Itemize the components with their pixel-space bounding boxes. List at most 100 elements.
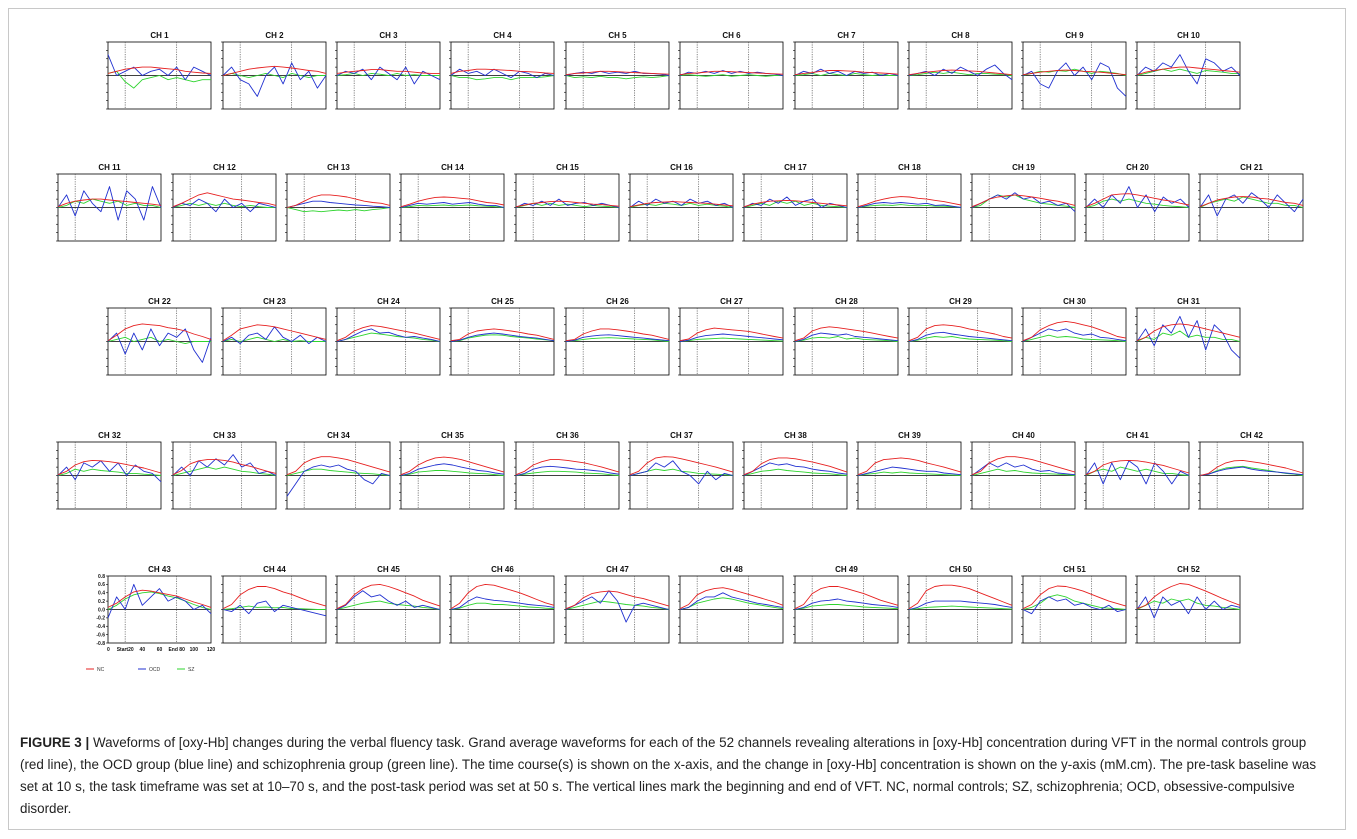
series-line-sz <box>336 332 441 342</box>
series-line-nc <box>794 326 899 342</box>
channel-panel: CH 14 <box>399 163 505 242</box>
series-line-ocd <box>222 600 327 617</box>
series-line-nc <box>679 587 784 610</box>
channel-panel: CH 13 <box>285 163 391 242</box>
series-line-sz <box>286 207 391 213</box>
series-line-sz <box>450 334 555 342</box>
series-line-nc <box>565 328 670 342</box>
series-line-nc <box>679 327 784 342</box>
series-line-sz <box>222 72 326 79</box>
series-line-nc <box>908 584 1013 610</box>
series-line-sz <box>400 470 505 476</box>
channel-title: CH 3 <box>379 31 398 40</box>
channel-panel: CH 20 <box>1084 163 1190 242</box>
series-line-nc <box>743 199 848 208</box>
channel-panel: CH 38 <box>742 431 848 510</box>
channel-panel: CH 35 <box>399 431 505 510</box>
channel-title: CH 35 <box>441 431 464 440</box>
series-line-nc <box>222 586 327 610</box>
channel-title: CH 40 <box>1012 431 1035 440</box>
channel-title: CH 29 <box>949 297 972 306</box>
series-line-nc <box>1022 69 1127 76</box>
channel-title: CH 6 <box>722 31 741 40</box>
series-line-nc <box>857 457 962 476</box>
series-line-sz <box>107 70 211 89</box>
channel-title: CH 44 <box>263 565 286 574</box>
series-line-nc <box>450 68 555 74</box>
legend-label-sz: SZ <box>188 667 194 673</box>
series-line-ocd <box>286 200 391 208</box>
channel-panel: CH 5 <box>564 31 670 110</box>
series-line-sz <box>450 602 555 610</box>
series-line-ocd <box>336 328 441 342</box>
series-line-ocd <box>107 328 212 363</box>
series-line-nc <box>565 70 670 76</box>
waveform-panels-figure: CH 1 CH 2 CH 3 CH 4 CH 5 CH 6 CH 7 CH 8 CH 9 CH 1… <box>56 31 1304 673</box>
channel-panel: CH 19 <box>970 163 1076 242</box>
series-line-ocd <box>57 460 162 483</box>
channel-panel: CH 11 <box>56 163 162 242</box>
series-line-sz <box>679 597 784 610</box>
series-line-nc <box>794 586 899 610</box>
y-tick-label: -0.8 <box>96 641 105 647</box>
y-tick-label: -0.6 <box>96 632 105 638</box>
y-tick-label: -0.4 <box>96 624 105 630</box>
y-tick-label: 0.4 <box>98 591 105 597</box>
y-tick-label: 0.6 <box>98 582 105 588</box>
series-line-ocd <box>222 62 327 97</box>
channel-panel: CH 40 <box>970 431 1076 510</box>
series-line-nc <box>222 324 327 342</box>
caption-label: FIGURE 3 | <box>20 735 90 750</box>
series-line-ocd <box>908 64 1013 81</box>
channel-title: CH 48 <box>720 565 743 574</box>
series-line-sz <box>222 336 326 342</box>
channel-title: CH 45 <box>377 565 400 574</box>
channel-panel: CH 49 <box>793 565 899 644</box>
series-line-nc <box>515 459 620 476</box>
series-line-nc <box>400 456 505 476</box>
channel-panel: CH 34 <box>285 431 391 510</box>
channel-title: CH 28 <box>835 297 858 306</box>
channel-panel: CH 42 <box>1198 431 1304 510</box>
series-line-sz <box>794 604 899 610</box>
series-line-nc <box>172 192 277 208</box>
series-line-nc <box>971 456 1076 476</box>
series-line-nc <box>1085 193 1190 208</box>
series-line-sz <box>1085 198 1190 208</box>
channel-title: CH 2 <box>265 31 284 40</box>
channel-panel: CH 1 <box>106 31 212 110</box>
series-line-nc <box>908 324 1013 342</box>
series-line-sz <box>336 600 441 610</box>
series-line-ocd <box>336 66 441 85</box>
channel-title: CH 17 <box>784 163 807 172</box>
series-line-nc <box>450 328 555 342</box>
series-line-nc <box>1022 320 1127 342</box>
series-line-nc <box>629 201 734 208</box>
series-line-ocd <box>1136 54 1241 85</box>
series-line-sz <box>565 600 670 610</box>
series-line-nc <box>908 69 1013 76</box>
series-line-sz <box>794 336 899 342</box>
series-line-ocd <box>743 462 848 476</box>
channel-title: CH 20 <box>1126 163 1149 172</box>
channel-panel: CH 2 <box>221 31 327 110</box>
y-tick-label: 0.2 <box>98 599 105 605</box>
series-line-nc <box>1136 66 1241 76</box>
series-line-ocd <box>679 333 784 342</box>
channel-panel: CH 6 <box>678 31 784 110</box>
channel-panel: CH 27 <box>678 297 784 376</box>
series-line-sz <box>107 591 212 610</box>
series-line-ocd <box>1199 466 1304 476</box>
series-line-ocd <box>400 463 505 476</box>
series-line-ocd <box>286 464 391 497</box>
channel-panel: CH 28 <box>793 297 899 376</box>
channel-title: CH 12 <box>213 163 236 172</box>
series-line-ocd <box>1022 328 1127 342</box>
series-line-nc <box>107 66 212 74</box>
series-line-ocd <box>629 198 734 208</box>
channel-panel: CH 44 <box>221 565 327 644</box>
channel-panel: CH 45 <box>335 565 441 644</box>
channel-title: CH 27 <box>720 297 743 306</box>
series-line-sz <box>107 336 211 345</box>
channel-panel: CH 21 <box>1198 163 1304 242</box>
